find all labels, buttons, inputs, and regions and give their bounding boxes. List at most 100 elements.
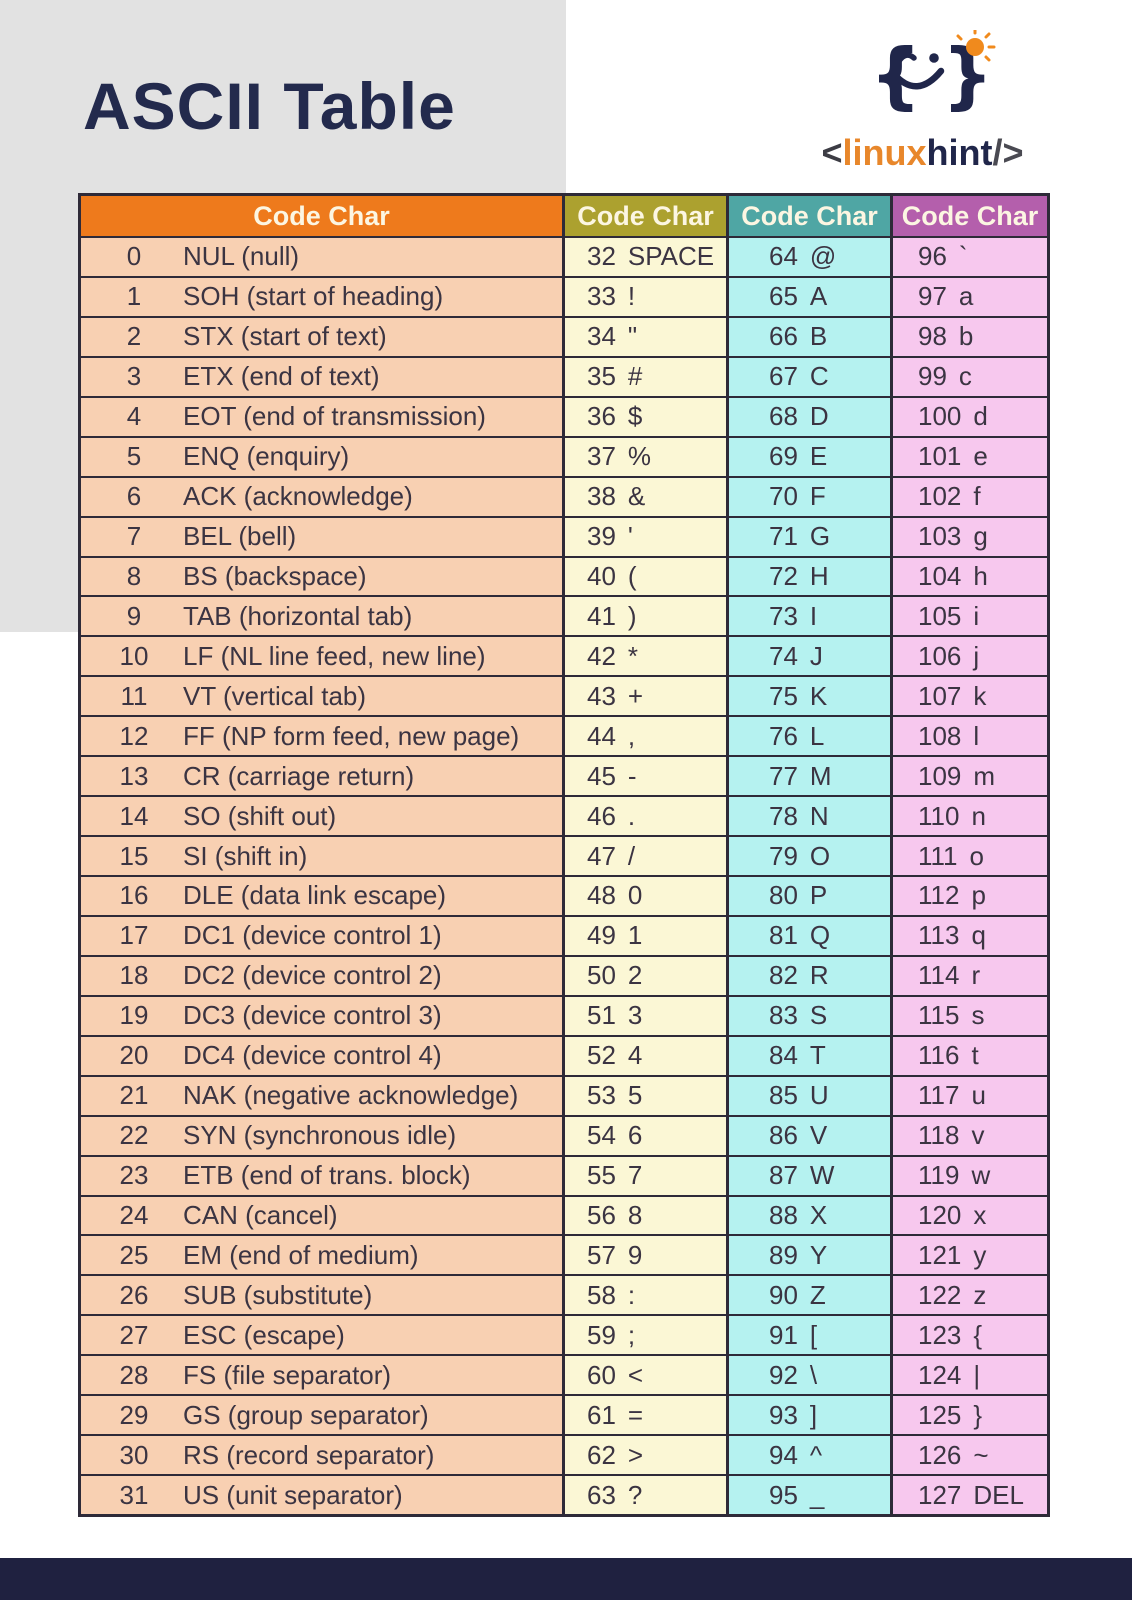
table-row: 14 SO (shift out) (81, 795, 562, 836)
char-cell: R (809, 960, 829, 991)
code-cell: 46 (587, 800, 616, 831)
code-cell: 92 (769, 1359, 798, 1390)
code-cell: 94 (769, 1439, 798, 1470)
table-row: 52 4 (565, 1034, 726, 1075)
table-row: 84 T (729, 1034, 890, 1075)
table-row: 60 < (565, 1354, 726, 1395)
code-cell: 33 (587, 281, 616, 312)
table-row: 110 n (893, 795, 1047, 836)
code-cell: 76 (769, 720, 798, 751)
table-row: 98 b (893, 315, 1047, 356)
char-cell: DC4 (device control 4) (183, 1040, 442, 1071)
code-cell: 64 (769, 241, 798, 272)
char-cell: C (809, 361, 829, 392)
code-cell: 5 (126, 441, 142, 472)
code-cell: 93 (769, 1399, 798, 1430)
char-cell: ) (627, 600, 637, 631)
table-row: 79 O (729, 835, 890, 875)
code-cell: 18 (119, 960, 149, 991)
code-cell: 11 (120, 680, 148, 711)
table-column-orange: Code Char 0 NUL (null) 1 SOH (start of headi… (81, 196, 562, 1514)
table-row: 13 CR (carriage return) (81, 755, 562, 796)
table-row: 8 BS (backspace) (81, 555, 562, 596)
char-cell: \ (809, 1359, 818, 1390)
table-row: 38 & (565, 475, 726, 516)
char-cell: ! (627, 281, 636, 312)
code-cell: 47 (587, 840, 616, 871)
char-cell: P (809, 880, 828, 911)
char-cell: y (973, 1239, 987, 1270)
table-row: 10 LF (NL line feed, new line) (81, 635, 562, 676)
code-cell: 107 (918, 680, 962, 711)
code-cell: 74 (769, 640, 798, 671)
table-row: 82 R (729, 954, 890, 995)
table-row: 101 e (893, 435, 1047, 476)
column-rows: 64 @65 A 66 B 67 C 68 D 69 E 70 F 71 G 72 H 73 I 74 J 75 K 76 L 7… (729, 236, 890, 1514)
code-cell: 103 (918, 521, 962, 552)
table-row: 108 l (893, 715, 1047, 756)
table-row: 92 \ (729, 1354, 890, 1395)
table-row: 57 9 (565, 1234, 726, 1275)
code-cell: 25 (119, 1239, 149, 1270)
code-cell: 27 (119, 1319, 149, 1350)
table-row: 67 C (729, 355, 890, 396)
code-cell: 116 (918, 1040, 960, 1071)
table-row: 120 x (893, 1194, 1047, 1235)
table-row: 66 B (729, 315, 890, 356)
char-cell: z (973, 1279, 987, 1310)
code-cell: 62 (587, 1439, 616, 1470)
code-cell: 22 (119, 1120, 149, 1151)
char-cell: 8 (627, 1199, 643, 1230)
table-row: 126 ~ (893, 1434, 1047, 1475)
code-cell: 125 (918, 1399, 962, 1430)
char-cell: | (973, 1359, 981, 1390)
table-column-teal: Code Char 64 @65 A 66 B 67 C 68 D 69 E 70 F 71 G 72 H 73 I 7… (726, 196, 890, 1514)
table-row: 115 s (893, 994, 1047, 1035)
code-cell: 13 (119, 760, 149, 791)
table-row: 127 DEL (893, 1474, 1047, 1514)
code-cell: 48 (587, 880, 616, 911)
code-cell: 56 (587, 1199, 616, 1230)
code-cell: 102 (918, 481, 962, 512)
table-row: 33! (565, 275, 726, 316)
char-cell: S (809, 1000, 828, 1031)
page-title: ASCII Table (83, 69, 456, 143)
char-cell: p (971, 880, 986, 911)
table-row: 44, (565, 715, 726, 756)
char-cell: BEL (bell) (183, 521, 297, 552)
table-column-yellow: Code Char 32 SPACE 33! 34 " 35 #36 $37% 38 & 39 ' 40(… (562, 196, 726, 1514)
table-row: 23 ETB (end of trans. block) (81, 1154, 562, 1195)
char-cell: 0 (627, 880, 643, 911)
code-cell: 127 (918, 1479, 962, 1510)
code-cell: 110 (918, 800, 960, 831)
table-row: 61 = (565, 1394, 726, 1435)
code-cell: 52 (587, 1040, 616, 1071)
char-cell: v (971, 1120, 985, 1151)
column-header: Code Char (565, 196, 726, 236)
code-cell: 2 (126, 321, 142, 352)
char-cell: STX (start of text) (183, 321, 387, 352)
char-cell: r (971, 960, 981, 991)
code-cell: 35 (587, 361, 616, 392)
char-cell: V (809, 1120, 828, 1151)
table-row: 50 2 (565, 954, 726, 995)
char-cell: j (973, 640, 980, 671)
table-row: 69 E (729, 435, 890, 476)
table-row: 117 u (893, 1074, 1047, 1115)
table-row: 36 $ (565, 395, 726, 436)
table-row: 25 EM (end of medium) (81, 1234, 562, 1275)
table-row: 18 DC2 (device control 2) (81, 954, 562, 995)
code-cell: 120 (918, 1199, 962, 1230)
column-header: Code Char (81, 196, 562, 236)
table-row: 72 H (729, 555, 890, 596)
table-row: 4 EOT (end of transmission) (81, 395, 562, 436)
code-cell: 42 (587, 640, 616, 671)
char-cell: u (971, 1080, 986, 1111)
code-cell: 122 (918, 1279, 962, 1310)
table-row: 97 a (893, 275, 1047, 316)
table-row: 124 | (893, 1354, 1047, 1395)
table-row: 64 @ (729, 236, 890, 276)
code-cell: 17 (119, 920, 149, 951)
char-cell: ACK (acknowledge) (183, 481, 413, 512)
char-cell: _ (809, 1479, 825, 1510)
